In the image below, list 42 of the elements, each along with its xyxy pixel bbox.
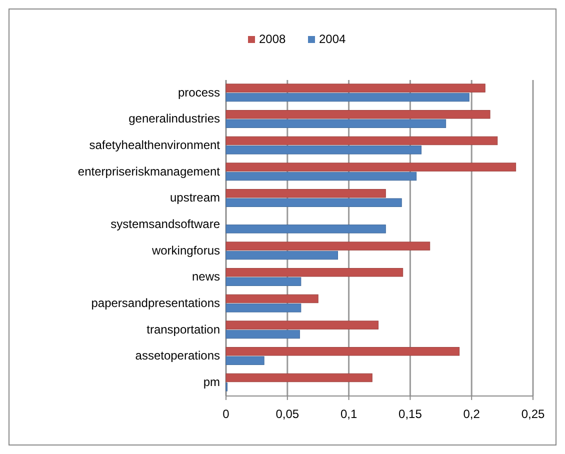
bar (226, 146, 422, 154)
bar (226, 304, 302, 312)
bar (226, 330, 300, 339)
bar (226, 268, 404, 277)
y-tick-label: process (178, 85, 220, 100)
bar (226, 294, 318, 304)
bar (226, 277, 302, 286)
bar (226, 347, 460, 356)
bar (226, 224, 386, 234)
y-tick-label: enterpriseriskmanagement (78, 164, 221, 178)
x-tick-label: 0,15 (398, 407, 422, 421)
bar (226, 198, 402, 207)
y-tick-label: systemsandsoftware (110, 217, 220, 232)
x-tick-label: 0,2 (463, 407, 480, 421)
x-tick-label: 0,1 (340, 407, 358, 421)
bar (226, 92, 470, 102)
y-tick-label: news (192, 270, 220, 284)
y-tick-label: transportation (146, 322, 220, 336)
y-tick-label: papersandpresentations (91, 296, 220, 310)
y-tick-label: safetyhealthenvironment (89, 138, 221, 152)
bar (226, 119, 446, 128)
bar (226, 162, 516, 172)
y-tick-label: generalindustries (128, 112, 220, 126)
bar (226, 250, 338, 260)
bar (226, 373, 372, 382)
bar (226, 242, 430, 250)
bar (226, 172, 417, 181)
y-tick-label: pm (203, 375, 220, 390)
x-tick-label: 0,25 (521, 407, 545, 421)
legend-label: 2004 (319, 32, 346, 46)
bar (226, 356, 264, 365)
bar (226, 84, 486, 92)
bar (226, 110, 490, 119)
y-tick-label: assetoperations (135, 348, 220, 363)
bar (226, 136, 498, 146)
legend-label: 2008 (259, 32, 286, 46)
x-tick-label: 0 (222, 407, 230, 421)
bar (226, 189, 386, 198)
y-tick-label: upstream (170, 190, 220, 205)
y-tick-label: workingforus (150, 243, 220, 258)
bar (226, 320, 379, 330)
x-tick-label: 0,05 (276, 407, 300, 421)
